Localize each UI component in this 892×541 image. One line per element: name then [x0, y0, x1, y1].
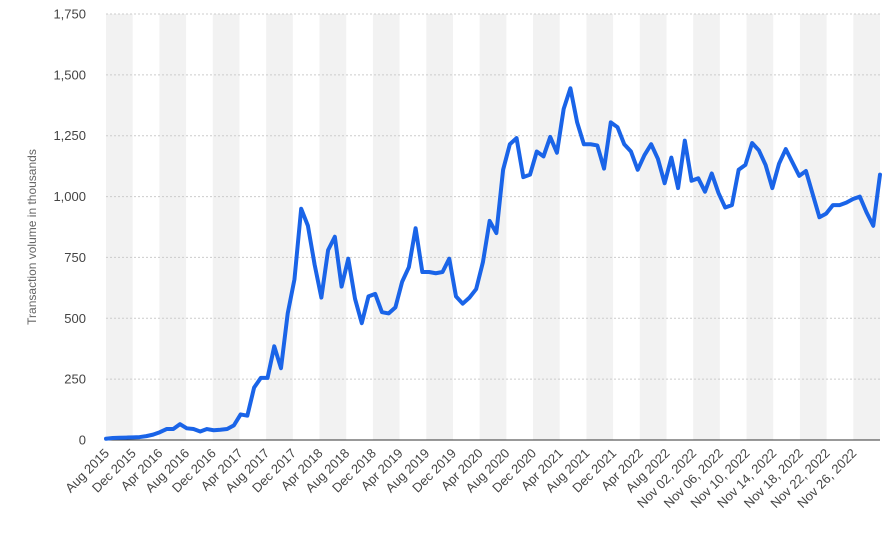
y-tick-label: 1,500	[53, 67, 86, 82]
y-tick-label: 1,750	[53, 7, 86, 22]
column-band	[106, 14, 133, 440]
column-band	[799, 14, 827, 440]
alternating-column-bands	[106, 14, 880, 440]
column-band	[319, 14, 347, 440]
column-band	[693, 14, 720, 440]
y-tick-label: 0	[79, 433, 86, 448]
horizontal-gridlines	[106, 13, 880, 380]
column-band	[266, 14, 293, 440]
y-tick-label: 250	[64, 372, 86, 387]
column-band	[533, 14, 560, 440]
y-axis-tick-labels: 0 250 500 750 1,000 1,250 1,500 1,750	[53, 7, 86, 448]
series-line	[104, 86, 882, 441]
y-tick-label: 1,000	[53, 189, 86, 204]
column-band	[639, 14, 667, 440]
y-tick-label: 500	[64, 311, 86, 326]
column-band	[853, 14, 880, 440]
y-tick-label: 1,250	[53, 128, 86, 143]
column-band	[159, 14, 187, 440]
column-band	[426, 14, 453, 440]
y-axis-title: Transaction volume in thousands	[25, 149, 39, 325]
column-band	[746, 14, 774, 440]
column-band	[586, 14, 614, 440]
column-band	[212, 14, 240, 440]
y-tick-label: 750	[64, 250, 86, 265]
column-band	[372, 14, 400, 440]
